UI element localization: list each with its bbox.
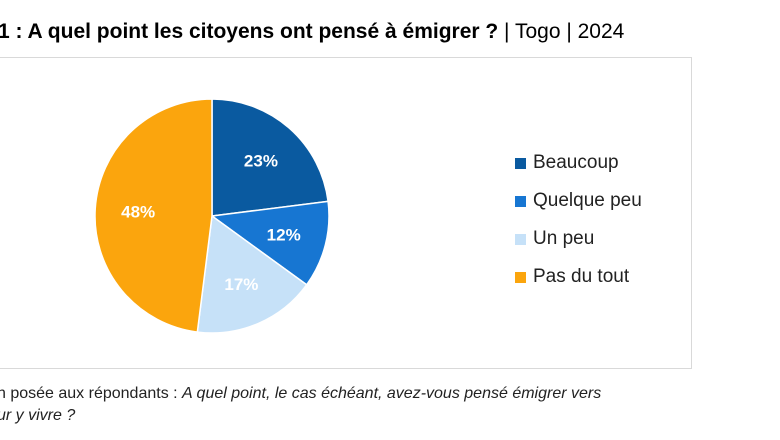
- legend-label: Pas du tout: [533, 266, 630, 287]
- legend-swatch: [515, 271, 526, 283]
- question-note: n posée aux répondants : A quel point, l…: [0, 383, 780, 427]
- note-question: A quel point, le cas échéant, avez-vous …: [182, 385, 602, 402]
- legend: Beaucoup Quelque peu Un peu Pas du tout: [515, 144, 642, 296]
- pie-slice-un-peu: [196, 214, 308, 334]
- pie-label-beaucoup: 23%: [244, 151, 278, 170]
- chart-title: 1 : A quel point les citoyens ont pensé …: [0, 18, 624, 46]
- pie-label-quelque-peu: 12%: [267, 225, 301, 244]
- legend-item-un-peu: Un peu: [515, 220, 642, 258]
- legend-item-beaucoup: Beaucoup: [515, 144, 642, 182]
- legend-item-quelque-peu: Quelque peu: [515, 182, 642, 220]
- legend-swatch: [515, 157, 526, 169]
- legend-item-pas-du-tout: Pas du tout: [515, 258, 642, 296]
- legend-swatch: [515, 233, 526, 245]
- pie-chart: 23% 12% 17% 48%: [94, 98, 330, 334]
- legend-label: Beaucoup: [533, 152, 619, 173]
- legend-label: Un peu: [533, 228, 595, 249]
- pie-slice-beaucoup: [211, 98, 329, 217]
- legend-swatch: [515, 195, 526, 207]
- pie-label-pas-du-tout: 48%: [121, 202, 155, 221]
- chart-title-context: | Togo | 2024: [498, 20, 625, 43]
- legend-label: Quelque peu: [533, 190, 642, 211]
- note-question-cont: ur y vivre ?: [0, 407, 76, 424]
- pie-label-un-peu: 17%: [224, 275, 258, 294]
- pie-slice-quelque-peu: [210, 200, 330, 286]
- chart-title-main: 1 : A quel point les citoyens ont pensé …: [0, 20, 499, 43]
- pie-slice-pas-du-tout: [94, 98, 213, 333]
- note-prefix: n posée aux répondants :: [0, 385, 183, 402]
- chart-area: 23% 12% 17% 48% Beaucoup Quelque peu Un peu Pa…: [0, 57, 692, 369]
